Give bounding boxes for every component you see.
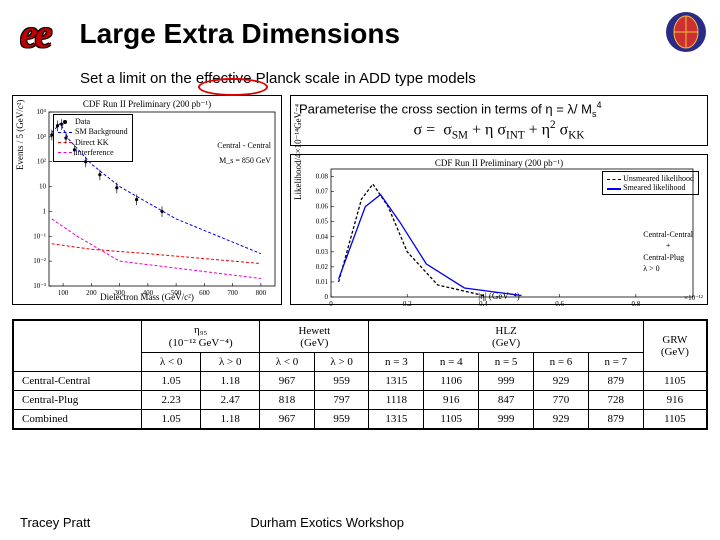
subtitle: Set a limit on the effective Planck scal…	[80, 70, 720, 87]
svg-text:700: 700	[227, 289, 238, 297]
dielectron-mass-chart: CDF Run II Preliminary (200 pb⁻¹) Events…	[12, 95, 282, 305]
svg-text:200: 200	[86, 289, 97, 297]
experiment-badge-icon	[664, 10, 708, 54]
svg-text:10⁻³: 10⁻³	[33, 282, 46, 290]
table-row: Central-Central1.051.1896795913151106999…	[14, 372, 707, 391]
highlight-ellipse-icon	[198, 78, 268, 96]
svg-text:0.05: 0.05	[316, 218, 329, 226]
svg-text:0.6: 0.6	[555, 300, 564, 308]
svg-text:600: 600	[199, 289, 210, 297]
ee-logo: ee	[20, 10, 50, 57]
svg-text:10⁻²: 10⁻²	[33, 257, 46, 265]
svg-text:0: 0	[325, 293, 329, 301]
svg-text:0.04: 0.04	[316, 233, 329, 241]
svg-text:10⁻¹: 10⁻¹	[33, 232, 46, 240]
svg-text:0.02: 0.02	[316, 263, 329, 271]
svg-text:10²: 10²	[37, 158, 46, 166]
svg-text:0.06: 0.06	[316, 203, 329, 211]
svg-text:0.07: 0.07	[316, 188, 329, 196]
svg-text:0.01: 0.01	[316, 278, 329, 286]
svg-text:300: 300	[114, 289, 125, 297]
footer-author: Tracey Pratt	[20, 515, 90, 530]
svg-text:1: 1	[43, 207, 47, 215]
formula-box: Parameterise the cross section in terms …	[290, 95, 708, 146]
limits-table: η₉₅(10⁻¹² GeV⁻⁴)Hewett(GeV)HLZ(GeV)GRW(G…	[12, 319, 708, 430]
left-plot-area: 100 200 300 400 500 600 700 800 10⁻³ 10⁻² 10⁻¹ 1 10 1…	[13, 96, 283, 306]
likelihood-chart: CDF Run II Preliminary (200 pb⁻¹) Likeli…	[290, 154, 708, 305]
svg-text:0.03: 0.03	[316, 248, 329, 256]
svg-text:0: 0	[329, 300, 333, 308]
svg-text:0.8: 0.8	[631, 300, 640, 308]
svg-text:0.4: 0.4	[479, 300, 488, 308]
svg-text:10³: 10³	[37, 133, 46, 141]
svg-text:800: 800	[256, 289, 267, 297]
right-plot-area: 0 0.2 0.4 0.6 0.8 0 0.01 0.02 0.03 0.04 0.05 0.06 0.…	[291, 155, 701, 315]
svg-text:500: 500	[171, 289, 182, 297]
svg-text:10⁴: 10⁴	[37, 108, 47, 116]
table-row: Central-Plug2.232.4781879711189168477707…	[14, 391, 707, 410]
svg-text:400: 400	[143, 289, 154, 297]
footer-venue: Durham Exotics Workshop	[250, 515, 404, 530]
table-row: Combined1.051.18967959131511059999298791…	[14, 410, 707, 429]
page-title: Large Extra Dimensions	[80, 18, 401, 50]
svg-text:0.2: 0.2	[403, 300, 412, 308]
svg-text:100: 100	[58, 289, 69, 297]
svg-text:10: 10	[39, 183, 47, 191]
formula-equation: σ = σSM + η σINT + η2 σKK	[299, 119, 699, 142]
svg-text:0.08: 0.08	[316, 173, 329, 181]
